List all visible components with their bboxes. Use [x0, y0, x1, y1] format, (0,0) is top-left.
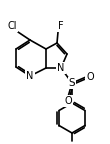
Text: O: O — [64, 96, 72, 106]
Text: N: N — [26, 71, 34, 81]
Text: S: S — [69, 78, 75, 88]
Text: N: N — [57, 63, 65, 73]
Text: O: O — [86, 72, 94, 82]
Text: F: F — [58, 21, 64, 31]
Text: Cl: Cl — [7, 21, 17, 31]
